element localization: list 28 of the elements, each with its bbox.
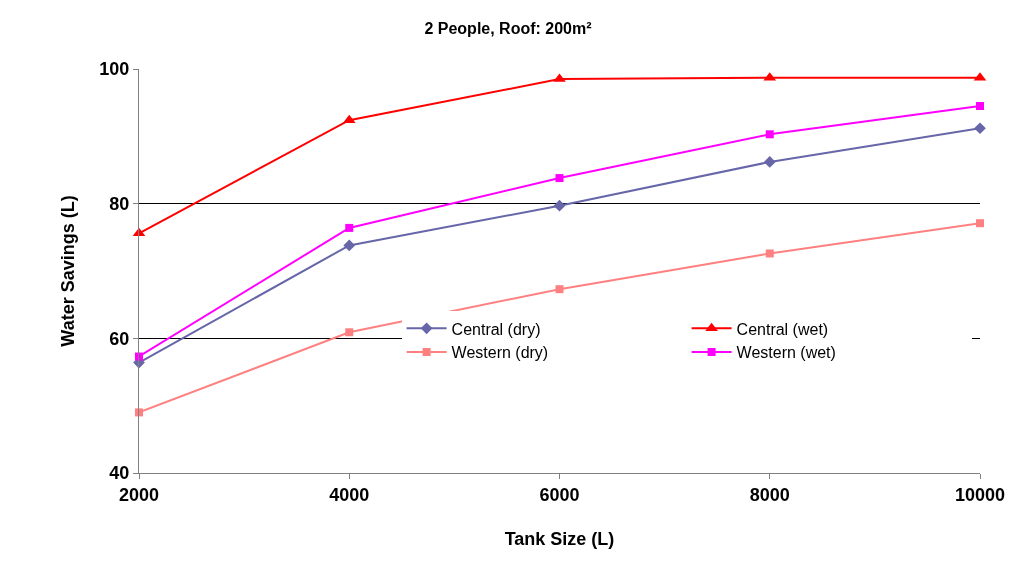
point: [976, 219, 984, 228]
point: [763, 156, 776, 168]
point: [553, 199, 566, 212]
x-tick-label: 8000: [749, 484, 790, 505]
point: [974, 122, 986, 135]
y-axis-title: Water Savings (L): [57, 195, 78, 347]
point: [765, 249, 774, 258]
legend-label: Central (dry): [451, 320, 541, 338]
point: [343, 239, 356, 252]
chart-title: 2 People, Roof: 200m²: [424, 20, 592, 38]
y-tick-label: 80: [109, 193, 130, 214]
y-tick-label: 60: [109, 328, 130, 349]
x-tick-label: 10000: [954, 484, 1006, 505]
point: [765, 130, 774, 139]
x-axis-title: Tank Size (L): [504, 528, 615, 549]
y-tick-label: 40: [109, 463, 130, 484]
x-tick-label: 2000: [118, 484, 160, 505]
x-tick-label: 6000: [539, 484, 580, 505]
x-tick-label: 4000: [329, 484, 370, 505]
point: [345, 223, 354, 232]
y-tick-label: 100: [99, 59, 130, 80]
legend-label: Central (wet): [736, 320, 829, 338]
point: [345, 328, 354, 337]
legend-label: Western (wet): [736, 344, 836, 362]
point: [976, 102, 984, 111]
point: [555, 285, 564, 294]
point: [555, 174, 564, 183]
legend-label: Western (dry): [451, 344, 549, 362]
